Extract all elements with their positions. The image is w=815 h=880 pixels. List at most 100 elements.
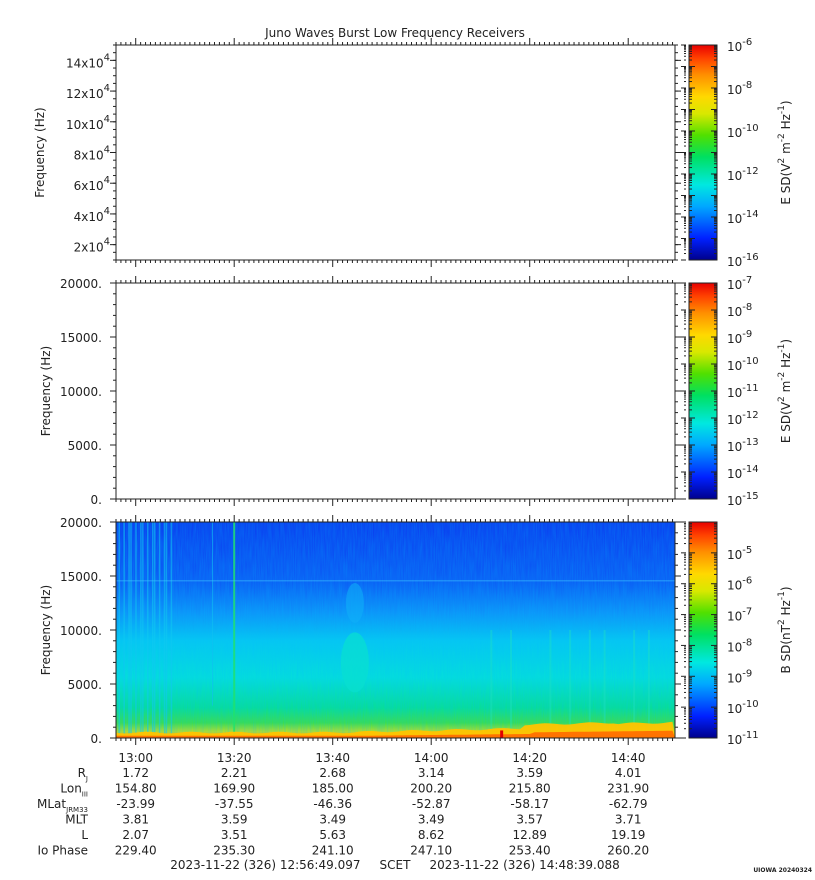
colorbar-tick-base: 10: [727, 440, 742, 454]
ephemeris-value: 3.57: [516, 813, 543, 827]
burst-line: [128, 522, 130, 738]
y-tick-label: 10000.: [60, 624, 102, 638]
y-tick-label: 15000.: [60, 570, 102, 584]
ephemeris-value: 235.30: [213, 844, 255, 858]
colorbar-label: E SD(V2 m-2 Hz-1): [777, 339, 793, 443]
colorbar-tick-base: 10: [727, 40, 742, 54]
colorbar-tick-label: 10-5: [727, 545, 752, 562]
colorbar-tick-base: 10: [727, 548, 742, 562]
ephemeris-row-label: LonIII: [60, 782, 88, 799]
colorbar-tick-exponent: -9: [742, 329, 752, 340]
ephemeris-label-sub: J: [85, 775, 88, 783]
y-tick-exponent: 4: [104, 145, 110, 156]
ephemeris-label-main: L: [81, 828, 88, 842]
y-tick-label: 2x104: [74, 237, 110, 255]
burst-line: [233, 522, 236, 738]
colorbar-tick-exponent: -11: [742, 383, 758, 394]
ephemeris-value: 2.21: [221, 766, 248, 780]
colorbar-label-part: 2: [777, 158, 787, 164]
colorbar-tick-base: 10: [727, 671, 742, 685]
colorbar-tick-exponent: -5: [742, 545, 752, 556]
ephemeris-label-sub: JRM33: [65, 806, 88, 814]
ephemeris-value: 3.81: [122, 813, 149, 827]
ephemeris-label-main: Io Phase: [37, 844, 88, 858]
y-tick-label: 0.: [91, 732, 102, 746]
colorbar-tick-label: 10-10: [727, 699, 759, 716]
colorbar-tick-label: 10-7: [727, 275, 752, 292]
burst-line: [118, 522, 120, 738]
burst-line: [549, 630, 552, 738]
colorbar-tick-label: 10-8: [727, 302, 752, 319]
colorbar: [689, 522, 717, 738]
empty-spectrogram: [116, 45, 675, 260]
y-tick-label: 8x104: [74, 145, 110, 163]
colorbar-tick-label: 10-10: [727, 356, 759, 373]
colorbar-tick-base: 10: [727, 278, 742, 292]
burst-line: [158, 522, 161, 738]
tone-line: [116, 580, 675, 582]
ephemeris-value: -58.17: [510, 797, 549, 811]
ephemeris-label-main: MLT: [65, 813, 88, 827]
burst-line: [123, 522, 125, 738]
ephemeris-row-label: Io Phase: [37, 844, 88, 858]
ephemeris-row-label: MLatJRM33: [37, 797, 88, 814]
panel-3: 0. 5000. 10000. 15000. 20000. Frequency (Hz) 1…: [39, 515, 793, 747]
y-tick-exponent: 4: [104, 114, 110, 125]
colorbar-tick-label: 10-6: [727, 576, 752, 593]
ephemeris-value: 241.10: [312, 844, 354, 858]
burst-line: [165, 522, 168, 738]
colorbar-tick-base: 10: [727, 169, 742, 183]
colorbar-tick-exponent: -10: [742, 699, 758, 710]
colorbar-label-part: -1: [777, 105, 787, 114]
x-tick-label: 14:00: [414, 751, 449, 765]
burst-line: [588, 630, 591, 738]
x-tick-label: 14:40: [611, 751, 646, 765]
ephemeris-label-main: R: [78, 766, 86, 780]
colorbar-label-part: 2: [777, 396, 787, 402]
empty-spectrogram: [116, 283, 675, 499]
colorbar-tick-base: 10: [727, 255, 742, 269]
burst-line: [142, 522, 144, 738]
panel-2: 0. 5000. 10000. 15000. 20000. Frequency (Hz) 1…: [39, 275, 793, 508]
spectrogram-noise: [116, 522, 675, 738]
credit-label: UIOWA 20240324: [753, 867, 812, 874]
ephemeris-value: 3.51: [221, 828, 248, 842]
burst-line: [490, 630, 493, 738]
colorbar-label-part: E SD(V: [779, 163, 793, 205]
colorbar-frame: [688, 521, 718, 739]
colorbar-label-part: -2: [777, 372, 787, 381]
colorbar-tick-exponent: -10: [742, 123, 758, 134]
ephemeris-value: 3.14: [418, 766, 445, 780]
ephemeris-value: 200.20: [410, 782, 452, 796]
ephemeris-label-sub: III: [82, 791, 88, 799]
colorbar-tick-exponent: -8: [742, 80, 752, 91]
ephemeris-value: 260.20: [607, 844, 649, 858]
time-range-footer: 2023-11-22 (326) 12:56:49.097 SCET 2023-…: [170, 858, 620, 872]
colorbar-tick-label: 10-11: [727, 383, 759, 400]
burst-line: [151, 522, 154, 738]
colorbar-label-part: E SD(V: [779, 401, 793, 443]
ephemeris-value: -62.79: [609, 797, 648, 811]
y-tick-exponent: 4: [104, 52, 110, 63]
colorbar-tick-label: 10-13: [727, 437, 759, 454]
colorbar-label-part: Hz: [779, 600, 793, 619]
x-tick-label: 13:20: [217, 751, 252, 765]
colorbar-tick-exponent: -12: [742, 410, 758, 421]
colorbar-tick-label: 10-8: [727, 637, 752, 654]
burst-line: [647, 630, 650, 738]
colorbar-label-part: Hz: [779, 114, 793, 133]
ephemeris-value: 2.68: [319, 766, 346, 780]
ephemeris-value: 3.59: [221, 813, 248, 827]
ephemeris-label-main: Lon: [60, 782, 81, 796]
x-tick-label: 14:20: [512, 751, 547, 765]
colorbar-label-part: ): [779, 100, 793, 105]
y-tick-label: 0.: [91, 493, 102, 507]
burst-line: [163, 522, 166, 738]
ephemeris-value: 185.00: [312, 782, 354, 796]
colorbar-label-part: B SD(nT: [779, 624, 793, 673]
figure-title: Juno Waves Burst Low Frequency Receivers: [264, 26, 525, 40]
ephemeris-label-main: MLat: [37, 797, 66, 811]
colorbar-tick-label: 10-16: [727, 252, 759, 269]
x-tick-label: 13:00: [118, 751, 153, 765]
y-tick-exponent: 4: [104, 237, 110, 248]
